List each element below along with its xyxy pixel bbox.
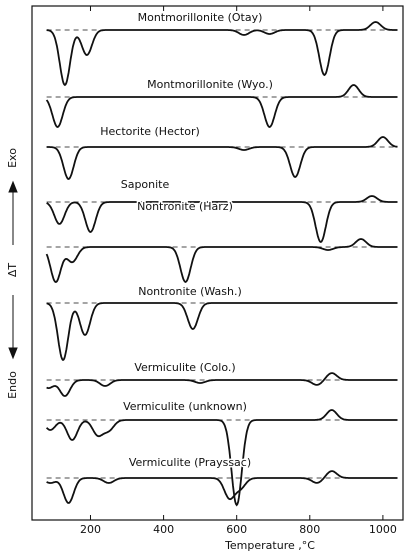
curve — [46, 302, 398, 361]
curve — [46, 136, 398, 180]
endo-label: Endo — [6, 371, 19, 399]
x-tick-label: 600 — [226, 523, 247, 536]
curve-label: Vermiculite (unknown) — [123, 400, 247, 413]
curve-label: Nontronite (Harz) — [137, 200, 233, 213]
curve-label: Nontronite (Wash.) — [138, 285, 242, 298]
arrows — [8, 180, 18, 360]
curve — [45, 238, 398, 284]
x-tick-label: 800 — [299, 523, 320, 536]
x-axis-label: Temperature ,°C — [224, 539, 315, 552]
curve — [46, 372, 398, 397]
curve — [46, 470, 398, 504]
curve-label: Saponite — [121, 178, 170, 191]
curve-label: Hectorite (Hector) — [100, 125, 200, 138]
plot-frame — [31, 5, 404, 521]
curve — [46, 195, 398, 244]
curve-label: Montmorillonite (Wyo.) — [147, 78, 273, 91]
curve — [45, 84, 398, 128]
y-axis-label: ΔT — [6, 263, 19, 278]
curve-label: Vermiculite (Prayssac) — [129, 456, 251, 469]
exo-label: Exo — [6, 148, 19, 168]
x-tick-label: 400 — [153, 523, 174, 536]
curve-label: Vermiculite (Colo.) — [134, 361, 235, 374]
curve — [46, 21, 398, 87]
curve-label: Montmorillonite (Otay) — [138, 11, 263, 24]
x-tick-label: 200 — [80, 523, 101, 536]
x-tick-label: 1000 — [369, 523, 397, 536]
curve — [45, 409, 398, 507]
